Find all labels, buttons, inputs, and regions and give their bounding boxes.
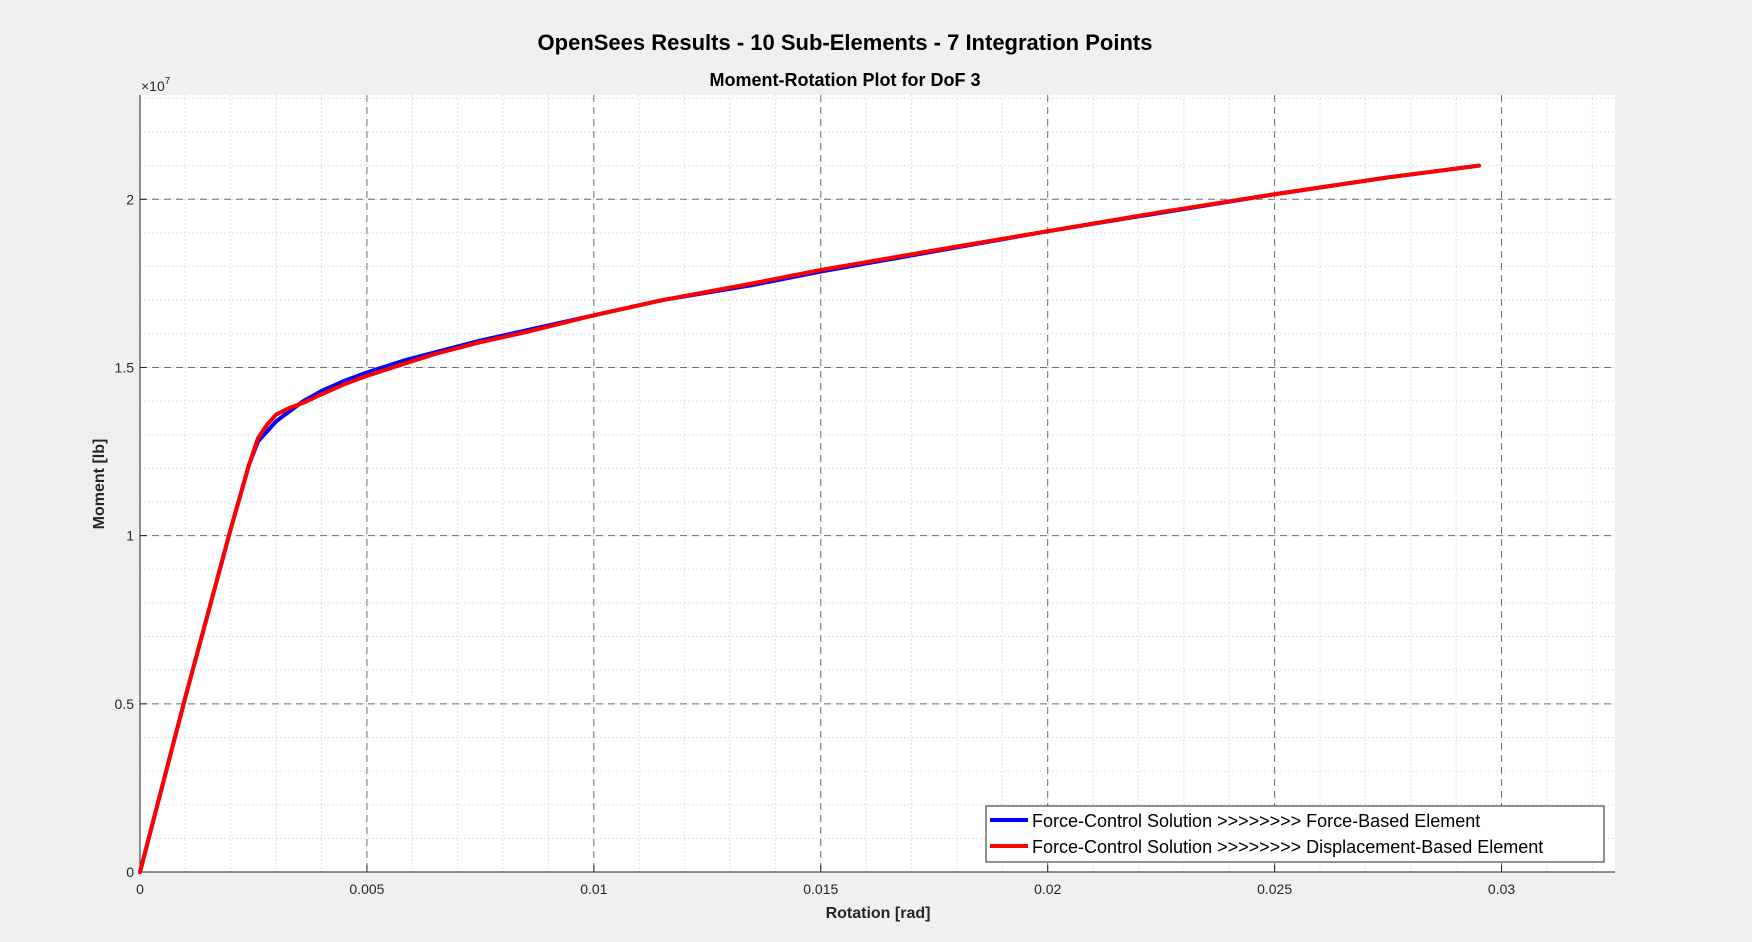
x-tick-label: 0.025 — [1257, 881, 1292, 897]
figure-suptitle: OpenSees Results - 10 Sub-Elements - 7 I… — [538, 30, 1153, 55]
x-tick-label: 0.015 — [803, 881, 838, 897]
legend-label-displacement-based: Force-Control Solution >>>>>>>> Displace… — [1032, 837, 1543, 857]
plot-area — [140, 95, 1615, 872]
y-exponent-label: ×107 — [141, 76, 171, 94]
legend-label-force-based: Force-Control Solution >>>>>>>> Force-Ba… — [1032, 811, 1480, 831]
series-group — [138, 163, 1481, 874]
y-tick-label: 2 — [126, 191, 134, 207]
x-tick-label: 0.005 — [349, 881, 384, 897]
x-tick-label: 0 — [136, 881, 144, 897]
y-exponent-power: 7 — [165, 76, 171, 87]
plot-title: Moment-Rotation Plot for DoF 3 — [710, 70, 981, 90]
legend-box — [985, 805, 1605, 863]
x-tick-label: 0.03 — [1488, 881, 1515, 897]
y-ticks: 0 0.5 1 1.5 2 — [115, 191, 147, 880]
y-tick-label: 1 — [126, 528, 134, 544]
y-exponent-base: ×10 — [141, 78, 165, 94]
x-axis-label: Rotation [rad] — [826, 905, 931, 922]
x-tick-label: 0.02 — [1034, 881, 1061, 897]
y-tick-label: 1.5 — [115, 359, 135, 375]
y-tick-label: 0 — [126, 864, 134, 880]
series-line-displacement-based — [138, 163, 1481, 874]
y-axis-label: Moment [lb] — [91, 439, 108, 530]
x-tick-label: 0.01 — [580, 881, 607, 897]
legend[interactable]: Force-Control Solution >>>>>>>> Force-Ba… — [985, 805, 1605, 863]
x-ticks: 0 0.005 0.01 0.015 0.02 0.025 0.03 — [136, 865, 1515, 897]
y-tick-label: 0.5 — [115, 696, 135, 712]
